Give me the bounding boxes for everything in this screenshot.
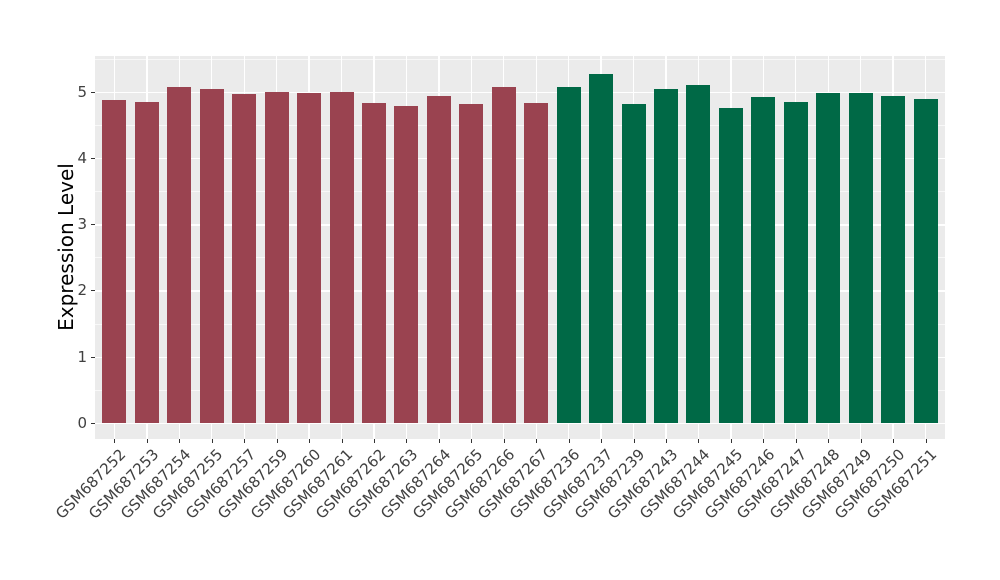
y-gridline-major	[95, 91, 945, 94]
x-axis-tick	[828, 439, 830, 443]
bar-GSM687257	[232, 94, 257, 423]
y-axis-tick	[90, 158, 95, 159]
bar-GSM687239	[621, 103, 646, 423]
x-axis-tick	[763, 439, 765, 443]
x-axis-tick	[146, 439, 148, 443]
x-axis-tick	[244, 439, 246, 443]
x-axis-tick	[276, 439, 278, 443]
x-axis-tick	[665, 439, 667, 443]
bar-GSM687249	[848, 93, 873, 423]
y-axis-tick-label: 5	[77, 82, 87, 101]
x-axis-tick	[114, 439, 116, 443]
bar-GSM687248	[816, 93, 841, 423]
y-axis-tick-label: 4	[77, 149, 87, 167]
bar-GSM687252	[102, 100, 127, 423]
x-axis-tick	[179, 439, 181, 443]
x-axis-tick	[795, 439, 797, 443]
y-gridline-minor	[95, 124, 945, 126]
x-axis-tick	[309, 439, 311, 443]
bar-GSM687263	[394, 105, 419, 423]
x-axis-tick	[503, 439, 505, 443]
y-axis-tick-label: 0	[77, 413, 87, 432]
y-axis-tick	[90, 356, 95, 358]
x-axis-tick	[730, 439, 732, 443]
y-axis-tick-label: 1	[77, 347, 87, 366]
x-axis-tick	[341, 439, 343, 443]
bar-GSM687255	[199, 89, 224, 423]
y-axis-tick	[90, 422, 95, 424]
y-axis-title: Expression Level	[54, 163, 78, 331]
bar-GSM687264	[426, 95, 451, 423]
x-axis-tick	[860, 439, 862, 443]
y-axis-tick-label: 2	[77, 281, 87, 300]
bar-GSM687243	[653, 89, 678, 423]
y-axis-tick	[90, 91, 95, 93]
x-axis-tick	[925, 439, 927, 443]
y-axis-tick	[90, 224, 95, 226]
x-axis-tick	[374, 439, 375, 443]
bar-GSM687250	[881, 95, 906, 423]
bar-GSM687261	[329, 92, 354, 423]
bar-GSM687253	[134, 102, 159, 423]
x-axis-tick	[698, 439, 700, 443]
bar-GSM687265	[459, 104, 484, 423]
x-axis-tick	[536, 439, 538, 443]
x-axis-tick	[601, 439, 603, 443]
y-axis-tick-label: 3	[77, 215, 87, 234]
x-axis-tick	[406, 439, 408, 443]
bar-GSM687262	[362, 103, 386, 423]
y-gridline-major	[95, 158, 945, 160]
y-gridline-major	[95, 290, 945, 292]
x-axis-tick	[471, 439, 473, 443]
plot-panel	[95, 56, 945, 439]
bar-GSM687266	[491, 87, 516, 423]
x-axis-tick	[633, 439, 635, 443]
y-gridline-major	[95, 422, 945, 425]
y-gridline-minor	[95, 257, 945, 258]
x-axis-tick	[438, 439, 440, 443]
bar-GSM687236	[556, 86, 581, 423]
x-axis-tick	[893, 439, 895, 443]
bar-GSM687237	[589, 73, 614, 423]
bar-GSM687267	[524, 103, 549, 423]
bar-GSM687260	[297, 93, 322, 423]
y-gridline-minor	[95, 389, 945, 391]
bar-GSM687254	[167, 86, 192, 423]
y-gridline-major	[95, 356, 945, 358]
bar-GSM687246	[751, 97, 776, 423]
y-axis-tick	[90, 290, 95, 292]
bar-GSM687251	[913, 99, 938, 423]
y-gridline-minor	[95, 58, 945, 60]
bar-GSM687247	[783, 101, 808, 423]
bar-GSM687259	[264, 91, 289, 423]
y-gridline-minor	[95, 323, 945, 325]
y-gridline-major	[95, 224, 945, 226]
bar-GSM687245	[718, 108, 743, 423]
x-axis-tick	[568, 439, 570, 443]
x-axis-tick	[211, 439, 213, 443]
y-gridline-minor	[95, 191, 945, 192]
bar-GSM687244	[686, 84, 711, 423]
